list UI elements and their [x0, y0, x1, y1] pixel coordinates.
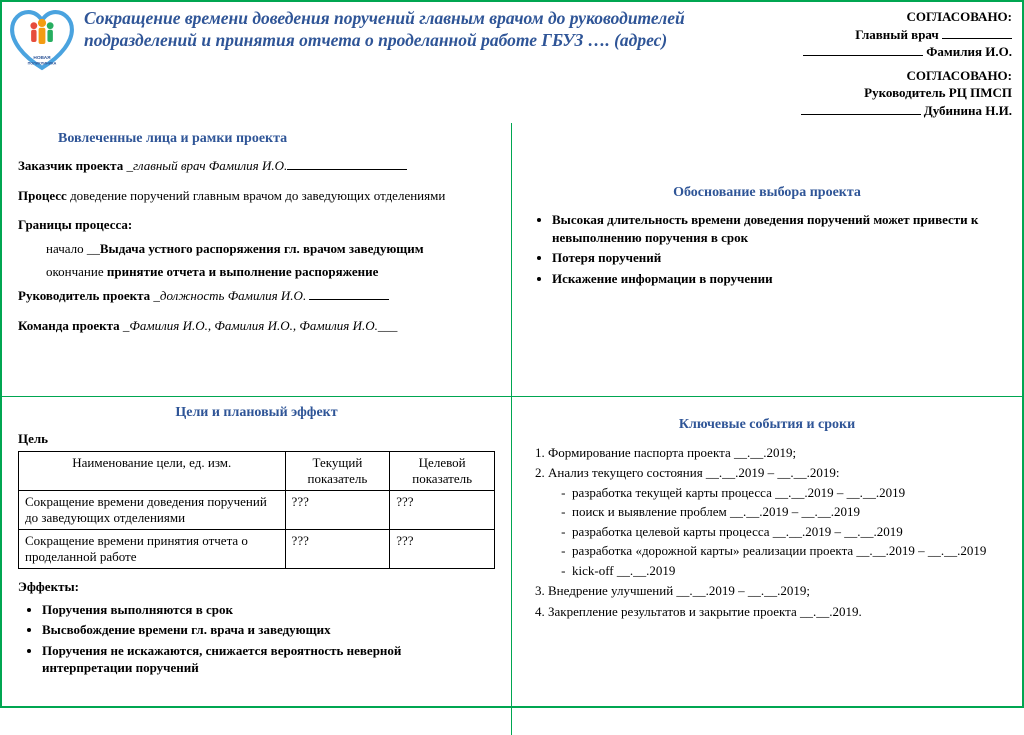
- lead-label: Руководитель проекта: [18, 288, 150, 303]
- quadrant-grid: Вовлеченные лица и рамки проекта Заказчи…: [2, 123, 1022, 735]
- customer-label: Заказчик проекта: [18, 158, 123, 173]
- q2-title: Обоснование выбора проекта: [528, 185, 1006, 201]
- effect-item: Высвобождение времени гл. врача и заведу…: [42, 621, 495, 639]
- bounds-label: Границы процесса:: [18, 216, 495, 234]
- event-item: Внедрение улучшений __.__.2019 – __.__.2…: [548, 581, 1006, 601]
- head-rc-name: Дубинина Н.И.: [924, 103, 1012, 118]
- project-passport-page: НОВАЯ ПОЛИКЛИНИКА Сокращение времени дов…: [0, 0, 1024, 708]
- q1-title: Вовлеченные лица и рамки проекта: [18, 131, 495, 147]
- table-row: Сокращение времени принятия отчета о про…: [19, 529, 495, 568]
- effect-item: Поручения не искажаются, снижается вероя…: [42, 642, 495, 677]
- approved-label-2: СОГЛАСОВАНО:: [757, 67, 1012, 85]
- effect-item: Поручения выполняются в срок: [42, 601, 495, 619]
- chief-doctor-name-placeholder: Фамилия И.О.: [926, 44, 1012, 59]
- team-label: Команда проекта: [18, 318, 120, 333]
- q4-title: Ключевые события и сроки: [528, 417, 1006, 433]
- event-item: Анализ текущего состояния __.__.2019 – _…: [548, 463, 1006, 580]
- justification-item: Искажение информации в поручении: [552, 270, 1006, 288]
- customer-value: главный врач Фамилия И.О.: [133, 158, 287, 173]
- chief-doctor-label: Главный врач: [855, 27, 939, 42]
- process-value: доведение поручений главным врачом до за…: [70, 188, 445, 203]
- effects-list: Поручения выполняются в срок Высвобожден…: [18, 601, 495, 677]
- event-item: Формирование паспорта проекта __.__.2019…: [548, 443, 1006, 463]
- events-list: Формирование паспорта проекта __.__.2019…: [528, 443, 1006, 622]
- start-value: Выдача устного распоряжения гл. врачом з…: [100, 241, 424, 256]
- q3-title: Цели и плановый эффект: [18, 405, 495, 421]
- header: НОВАЯ ПОЛИКЛИНИКА Сокращение времени дов…: [2, 2, 1022, 123]
- goals-table: Наименование цели, ед. изм. Текущий пока…: [18, 451, 495, 569]
- quadrant-justification: Обоснование выбора проекта Высокая длите…: [512, 123, 1022, 396]
- event-subitem: поиск и выявление проблем __.__.2019 – _…: [572, 502, 1006, 522]
- goal-label: Цель: [18, 431, 495, 447]
- event-subitem: kick-off __.__.2019: [572, 561, 1006, 581]
- quadrant-involved: Вовлеченные лица и рамки проекта Заказчи…: [2, 123, 512, 396]
- logo-text: НОВАЯ: [33, 55, 51, 61]
- end-label: окончание: [46, 264, 104, 279]
- approvals-block: СОГЛАСОВАНО: Главный врач Фамилия И.О. С…: [757, 8, 1012, 119]
- effects-label: Эффекты:: [18, 579, 495, 595]
- process-label: Процесс: [18, 188, 67, 203]
- col-target: Целевой показатель: [390, 451, 495, 490]
- svg-text:ПОЛИКЛИНИКА: ПОЛИКЛИНИКА: [28, 61, 57, 65]
- event-subitem: разработка «дорожной карты» реализации п…: [572, 541, 1006, 561]
- head-rc-label: Руководитель РЦ ПМСП: [757, 84, 1012, 102]
- col-name: Наименование цели, ед. изм.: [19, 451, 286, 490]
- approved-label-1: СОГЛАСОВАНО:: [757, 8, 1012, 26]
- clinic-logo: НОВАЯ ПОЛИКЛИНИКА: [8, 8, 76, 76]
- justification-item: Потеря поручений: [552, 249, 1006, 267]
- table-row: Сокращение времени доведения поручений д…: [19, 490, 495, 529]
- quadrant-events: Ключевые события и сроки Формирование па…: [512, 397, 1022, 735]
- quadrant-goals: Цели и плановый эффект Цель Наименование…: [2, 397, 512, 735]
- document-title: Сокращение времени доведения поручений г…: [84, 8, 749, 119]
- justification-list: Высокая длительность времени доведения п…: [528, 211, 1006, 287]
- event-item: Закрепление результатов и закрытие проек…: [548, 602, 1006, 622]
- end-value: принятие отчета и выполнение распоряжени…: [107, 264, 379, 279]
- event-sublist: разработка текущей карты процесса __.__.…: [548, 483, 1006, 581]
- event-subitem: разработка целевой карты процесса __.__.…: [572, 522, 1006, 542]
- justification-item: Высокая длительность времени доведения п…: [552, 211, 1006, 246]
- start-label: начало: [46, 241, 84, 256]
- lead-value: должность Фамилия И.О.: [160, 288, 306, 303]
- event-subitem: разработка текущей карты процесса __.__.…: [572, 483, 1006, 503]
- col-current: Текущий показатель: [285, 451, 390, 490]
- table-header-row: Наименование цели, ед. изм. Текущий пока…: [19, 451, 495, 490]
- team-value: Фамилия И.О., Фамилия И.О., Фамилия И.О.: [129, 318, 377, 333]
